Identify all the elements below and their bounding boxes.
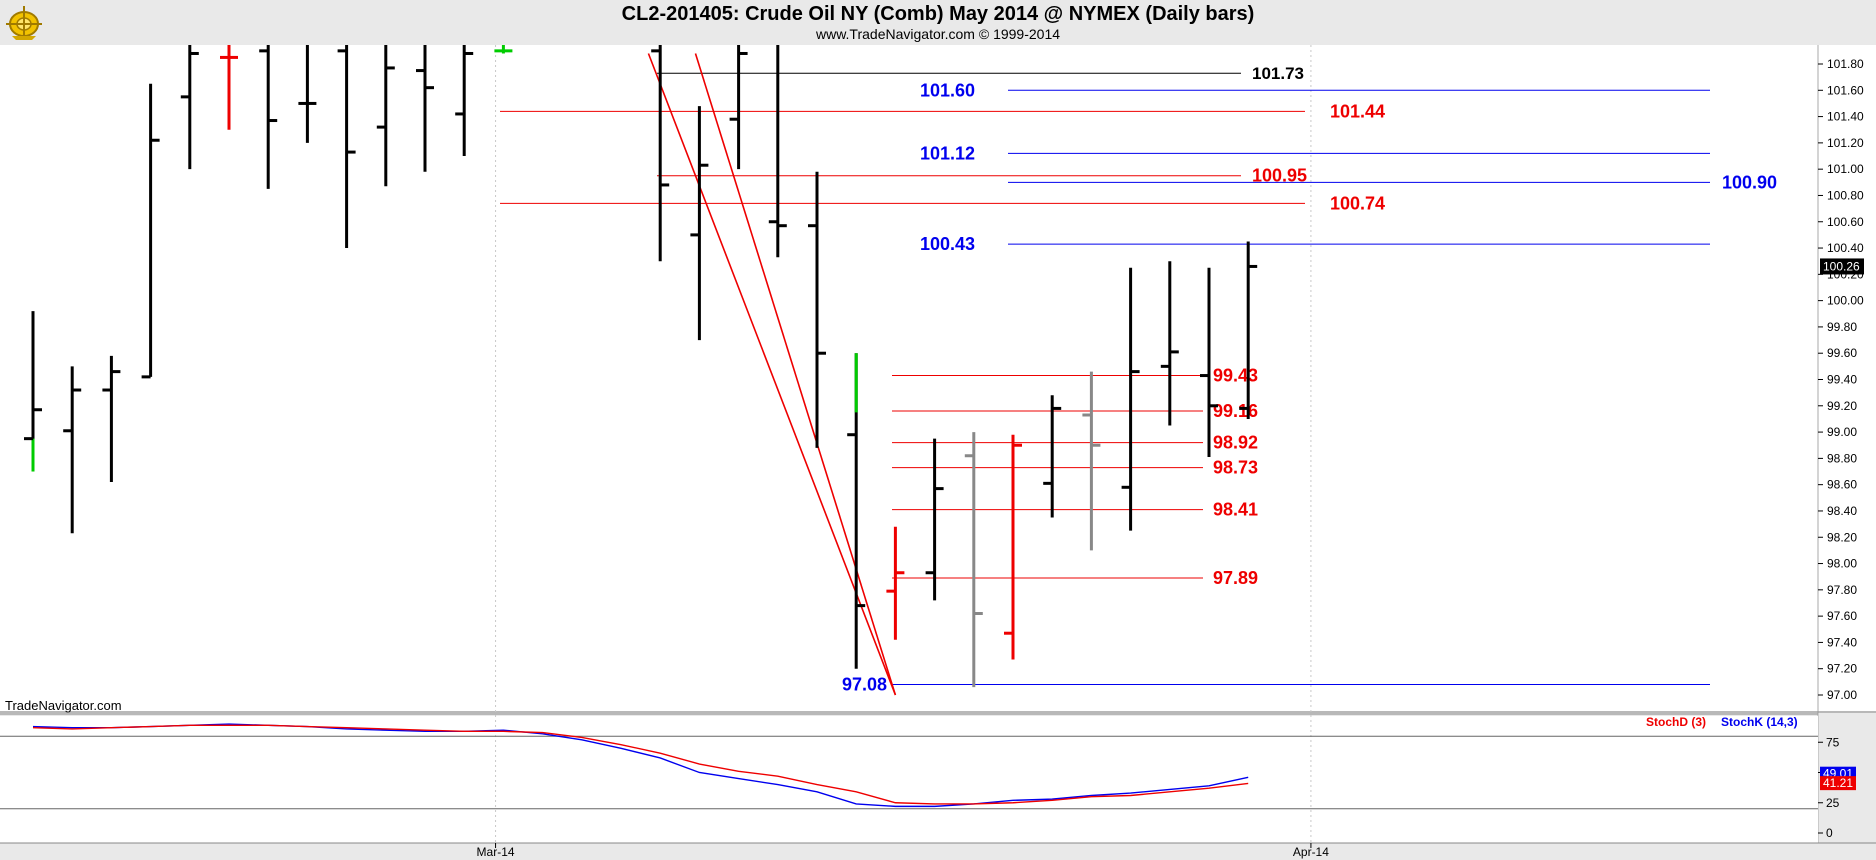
level-label-100-74: 100.74 xyxy=(1330,193,1385,213)
level-label-100-95: 100.95 xyxy=(1252,166,1307,186)
price-tick-label: 99.20 xyxy=(1827,399,1857,413)
ohlc-bar xyxy=(651,45,670,262)
price-tick-label: 97.00 xyxy=(1827,688,1857,702)
price-tick-label: 98.20 xyxy=(1827,530,1857,544)
ohlc-bar xyxy=(964,432,983,688)
price-tick-label: 98.00 xyxy=(1827,557,1857,571)
price-tick-label: 100.80 xyxy=(1827,188,1864,202)
ohlc-bar xyxy=(416,45,434,172)
compass-emblem-icon xyxy=(6,6,42,40)
chart-subtitle: www.TradeNavigator.com © 1999-2014 xyxy=(815,26,1061,42)
ohlc-bar xyxy=(141,83,160,379)
ohlc-bar xyxy=(1239,241,1258,419)
level-label-101-12: 101.12 xyxy=(920,143,975,163)
ohlc-bar xyxy=(886,526,905,640)
ohlc-bar xyxy=(337,45,356,249)
trendline-2 xyxy=(694,53,897,696)
price-bars xyxy=(24,45,1258,688)
price-panel xyxy=(0,45,1818,711)
date-tick-label: Mar-14 xyxy=(477,845,515,859)
price-tick-label: 99.00 xyxy=(1827,425,1857,439)
stoch-tick-label: 25 xyxy=(1826,796,1840,810)
level-label-100-43: 100.43 xyxy=(920,234,975,254)
ohlc-bar xyxy=(102,355,121,483)
date-axis-ticks: Mar-14 Apr-14 xyxy=(477,843,1329,859)
ohlc-bar xyxy=(1043,395,1062,518)
price-tick-label: 100.40 xyxy=(1827,241,1864,255)
ohlc-bar xyxy=(768,45,787,258)
level-label-100-90: 100.90 xyxy=(1722,172,1777,192)
stoch-tick-label: 0 xyxy=(1826,826,1833,840)
ohlc-bar xyxy=(690,106,709,341)
stoch-tick-label: 75 xyxy=(1826,735,1840,749)
stoch-panel xyxy=(0,716,1818,843)
level-label-101-73: 101.73 xyxy=(1252,64,1304,83)
ohlc-bar xyxy=(847,353,866,669)
price-tick-label: 98.60 xyxy=(1827,478,1857,492)
price-tick-label: 99.60 xyxy=(1827,346,1857,360)
price-tick-label: 101.20 xyxy=(1827,136,1864,150)
last-price-box xyxy=(1820,258,1864,275)
ohlc-bar xyxy=(298,45,317,143)
price-tick-label: 97.60 xyxy=(1827,609,1857,623)
ohlc-bar xyxy=(24,311,42,472)
stoch-line-stochd xyxy=(32,724,1249,805)
ohlc-bar xyxy=(220,45,238,130)
level-label-99-43: 99.43 xyxy=(1213,366,1258,386)
level-lines: 101.73 101.60 101.44 101.12 100.95 100.90 100.… xyxy=(500,64,1777,694)
price-tick-label: 98.80 xyxy=(1827,451,1857,465)
price-tick-label: 101.00 xyxy=(1827,162,1864,176)
ohlc-bar xyxy=(494,45,513,54)
ohlc-bar xyxy=(808,171,826,448)
ohlc-bar xyxy=(925,438,944,601)
ohlc-bar xyxy=(180,45,199,170)
price-tick-label: 100.00 xyxy=(1827,294,1864,308)
ohlc-bar xyxy=(1082,371,1101,551)
ohlc-bar xyxy=(259,45,278,189)
stochd-last-label: 41.21 xyxy=(1823,776,1853,790)
price-tick-label: 98.40 xyxy=(1827,504,1857,518)
level-label-101-44: 101.44 xyxy=(1330,101,1385,121)
level-label-97-08: 97.08 xyxy=(842,674,887,694)
stochd-last-box xyxy=(1820,776,1856,791)
level-label-97-89: 97.89 xyxy=(1213,568,1258,588)
level-label-99-16: 99.16 xyxy=(1213,401,1258,421)
ohlc-bar xyxy=(63,366,82,534)
ohlc-bar xyxy=(455,45,474,157)
price-tick-label: 99.80 xyxy=(1827,320,1857,334)
last-price-label: 100.26 xyxy=(1823,259,1860,273)
watermark: TradeNavigator.com xyxy=(5,698,122,713)
ohlc-bar xyxy=(1160,261,1179,426)
price-tick-label: 101.40 xyxy=(1827,110,1864,124)
price-tick-label: 99.40 xyxy=(1827,373,1857,387)
price-tick-label: 100.60 xyxy=(1827,215,1864,229)
price-tick-label: 97.20 xyxy=(1827,662,1857,676)
level-label-98-73: 98.73 xyxy=(1213,458,1258,478)
price-tick-label: 97.80 xyxy=(1827,583,1857,597)
price-tick-label: 101.60 xyxy=(1827,83,1864,97)
ohlc-bar xyxy=(1121,267,1140,531)
gridlines xyxy=(495,45,1312,843)
trendlines xyxy=(647,53,897,696)
chart-title: CL2-201405: Crude Oil NY (Comb) May 2014… xyxy=(621,3,1255,25)
price-tick-label: 97.40 xyxy=(1827,635,1857,649)
price-axis-ticks: 101.80 101.60 101.40 101.20 101.00 100.80 100.… xyxy=(1818,57,1864,702)
trendline-1 xyxy=(647,53,897,696)
stoch-line-stochk xyxy=(32,723,1249,808)
level-label-98-41: 98.41 xyxy=(1213,500,1258,520)
level-label-98-92: 98.92 xyxy=(1213,433,1258,453)
date-tick-label: Apr-14 xyxy=(1293,845,1329,859)
stoch-legend-1: StochD (3) xyxy=(1646,715,1706,729)
price-axis-bg xyxy=(1818,45,1876,711)
ohlc-bar xyxy=(376,45,395,187)
ohlc-bar xyxy=(1200,267,1218,458)
ohlc-bar xyxy=(729,45,748,170)
stoch-legend-2: StochK (14,3) xyxy=(1721,715,1798,729)
level-label-101-60: 101.60 xyxy=(920,80,975,100)
ohlc-bar xyxy=(1004,434,1022,660)
price-tick-label: 101.80 xyxy=(1827,57,1864,71)
